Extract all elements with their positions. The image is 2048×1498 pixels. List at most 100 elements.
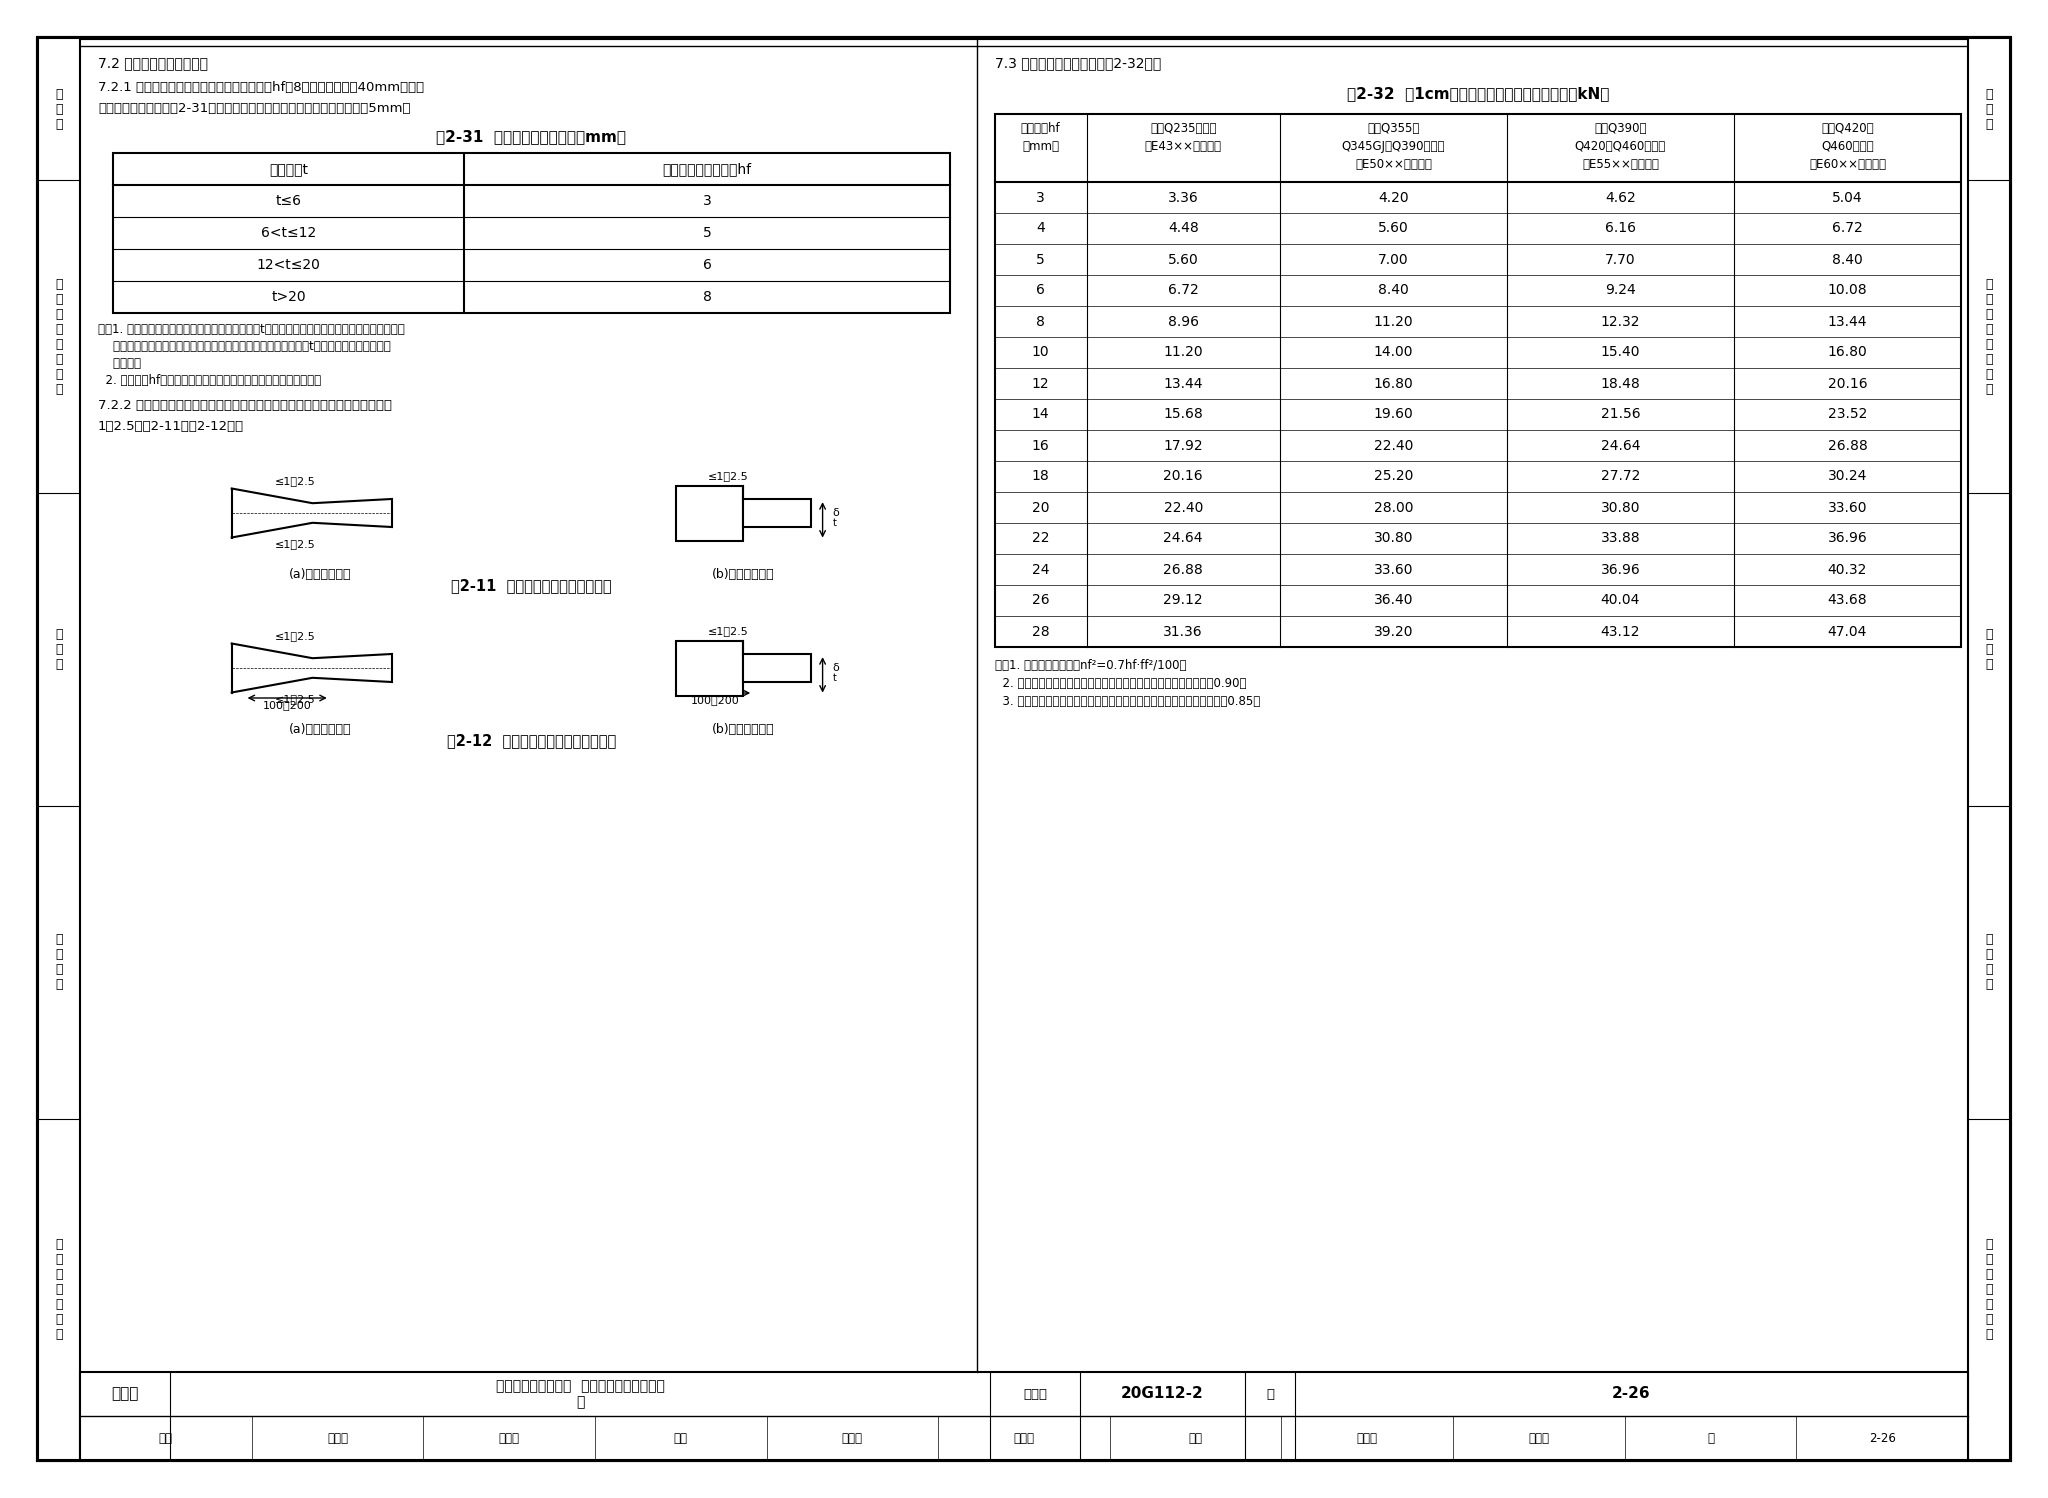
- Text: 17.92: 17.92: [1163, 439, 1202, 452]
- Text: 16.80: 16.80: [1827, 346, 1868, 360]
- Bar: [676, 485, 743, 541]
- Text: 6.72: 6.72: [1833, 222, 1864, 235]
- Text: 26.88: 26.88: [1827, 439, 1868, 452]
- Text: δ: δ: [834, 664, 840, 673]
- Text: 2-26: 2-26: [1868, 1432, 1896, 1444]
- Text: 6.72: 6.72: [1167, 283, 1198, 298]
- Text: （E50××型焊条）: （E50××型焊条）: [1356, 157, 1432, 171]
- Text: 9.24: 9.24: [1606, 283, 1636, 298]
- Text: 19.60: 19.60: [1374, 407, 1413, 421]
- Text: 李秀敏: 李秀敏: [842, 1432, 862, 1444]
- Text: 16.80: 16.80: [1374, 376, 1413, 391]
- Text: 校对: 校对: [674, 1432, 688, 1444]
- Text: 12.32: 12.32: [1602, 315, 1640, 328]
- Text: 3: 3: [702, 195, 711, 208]
- Text: 11.20: 11.20: [1163, 346, 1202, 360]
- Text: 4.62: 4.62: [1606, 190, 1636, 205]
- Text: 6: 6: [1036, 283, 1044, 298]
- Text: 件厚度。: 件厚度。: [98, 357, 141, 370]
- Text: 7.2.2 不同厚度和宽度的材料对接时，应作平缓过渡，其连接处坡度值不宜大于: 7.2.2 不同厚度和宽度的材料对接时，应作平缓过渡，其连接处坡度值不宜大于: [98, 398, 391, 412]
- Text: 100～200: 100～200: [264, 700, 311, 710]
- Text: (b)不同厚度对接: (b)不同厚度对接: [713, 724, 774, 736]
- Text: 贾凤苏: 贾凤苏: [1356, 1432, 1378, 1444]
- Text: 6.16: 6.16: [1606, 222, 1636, 235]
- Text: 4: 4: [1036, 222, 1044, 235]
- Text: (a)不同宽度对接: (a)不同宽度对接: [289, 568, 350, 581]
- Text: 8: 8: [702, 291, 711, 304]
- Text: 组
合
结
构: 组 合 结 构: [1985, 933, 1993, 992]
- Text: 页: 页: [1266, 1387, 1274, 1401]
- Text: ≤1：2.5: ≤1：2.5: [274, 476, 315, 487]
- Text: 24.64: 24.64: [1602, 439, 1640, 452]
- Text: 钢结构: 钢结构: [111, 1387, 139, 1402]
- Text: 焊脚尺寸hf: 焊脚尺寸hf: [1020, 121, 1061, 135]
- Text: （E43××型焊条）: （E43××型焊条）: [1145, 139, 1223, 153]
- Text: 36.40: 36.40: [1374, 593, 1413, 608]
- Text: 21.56: 21.56: [1602, 407, 1640, 421]
- Text: 值: 值: [575, 1395, 584, 1410]
- Text: 27.72: 27.72: [1602, 469, 1640, 484]
- Text: Q420、Q460钢构件: Q420、Q460钢构件: [1575, 139, 1665, 153]
- Text: 23.52: 23.52: [1827, 407, 1868, 421]
- Text: 20G112-2: 20G112-2: [1120, 1387, 1204, 1402]
- Text: 3.36: 3.36: [1167, 190, 1198, 205]
- Text: 43.12: 43.12: [1602, 625, 1640, 638]
- Text: 28: 28: [1032, 625, 1049, 638]
- Text: 审核: 审核: [160, 1432, 172, 1444]
- Text: 100～200: 100～200: [690, 695, 739, 706]
- Text: （mm）: （mm）: [1022, 139, 1059, 153]
- Text: 钢
结
构: 钢 结 构: [1985, 628, 1993, 671]
- Text: 钢
结
构: 钢 结 构: [55, 628, 63, 671]
- Text: 母材厚度t: 母材厚度t: [268, 162, 309, 175]
- Text: 角焊缝最小焊脚尺寸hf: 角焊缝最小焊脚尺寸hf: [664, 162, 752, 175]
- Text: 总
说
明: 总 说 明: [1985, 87, 1993, 130]
- Text: t: t: [834, 673, 836, 683]
- Bar: [676, 641, 743, 695]
- Text: 43.68: 43.68: [1827, 593, 1868, 608]
- Text: 2. 对于施工条件较差的高空安装焊缝，其承载力设计值应乘以系数0.90。: 2. 对于施工条件较差的高空安装焊缝，其承载力设计值应乘以系数0.90。: [995, 677, 1247, 691]
- Text: 24: 24: [1032, 563, 1049, 577]
- Text: 李今弘: 李今弘: [1014, 1432, 1034, 1444]
- Text: （E60××型焊条）: （E60××型焊条）: [1808, 157, 1886, 171]
- Text: 3: 3: [1036, 190, 1044, 205]
- Text: 焊接Q390、: 焊接Q390、: [1593, 121, 1647, 135]
- Text: 13.44: 13.44: [1163, 376, 1202, 391]
- Text: 2. 焊缝尺寸hf不要求超过焊接连接部位中较薄件厚度的情况除外。: 2. 焊缝尺寸hf不要求超过焊接连接部位中较薄件厚度的情况除外。: [98, 374, 322, 386]
- Text: Q345GJ、Q390钢构件: Q345GJ、Q390钢构件: [1341, 139, 1446, 153]
- Text: 5: 5: [702, 226, 711, 240]
- Text: 12: 12: [1032, 376, 1049, 391]
- Text: 5.04: 5.04: [1833, 190, 1864, 205]
- Text: 16: 16: [1032, 439, 1049, 452]
- Text: t≤6: t≤6: [276, 195, 301, 208]
- Text: 25.20: 25.20: [1374, 469, 1413, 484]
- Text: 47.04: 47.04: [1827, 625, 1868, 638]
- Text: Q460钢构件: Q460钢构件: [1821, 139, 1874, 153]
- Text: t: t: [834, 518, 836, 527]
- Text: (b)不同厚度对接: (b)不同厚度对接: [713, 568, 774, 581]
- Text: 消
隔
能
震
减
与
震: 消 隔 能 震 减 与 震: [1985, 1237, 1993, 1341]
- Bar: [1968, 37, 2009, 1461]
- Text: 焊缝；采用预热的非低氢焊接方法或低氢焊接方法进行焊接时，t等于焊接连接部位中较薄: 焊缝；采用预热的非低氢焊接方法或低氢焊接方法进行焊接时，t等于焊接连接部位中较薄: [98, 340, 391, 354]
- Text: 1：2.5（图2-11和图2-12）。: 1：2.5（图2-11和图2-12）。: [98, 419, 244, 433]
- Text: 40.04: 40.04: [1602, 593, 1640, 608]
- Text: 总
说
明: 总 说 明: [55, 87, 63, 130]
- Text: 36.96: 36.96: [1827, 532, 1868, 545]
- Text: 基
结
本
构
数
设
据
计: 基 结 本 构 数 设 据 计: [1985, 277, 1993, 395]
- Text: 注：1. 采用不预热的非低氢焊接方法进行焊接时，t等于焊接连接部位中较厚件厚度，宜采用单道: 注：1. 采用不预热的非低氢焊接方法进行焊接时，t等于焊接连接部位中较厚件厚度，…: [98, 324, 406, 336]
- Text: （E55××型焊条）: （E55××型焊条）: [1581, 157, 1659, 171]
- Text: 8: 8: [1036, 315, 1044, 328]
- Text: 13.44: 13.44: [1827, 315, 1868, 328]
- Text: 18.48: 18.48: [1602, 376, 1640, 391]
- Text: 15.68: 15.68: [1163, 407, 1202, 421]
- Text: 15.40: 15.40: [1602, 346, 1640, 360]
- Bar: [743, 499, 811, 527]
- Text: ≤1：2.5: ≤1：2.5: [709, 472, 748, 481]
- Text: 22.40: 22.40: [1163, 500, 1202, 514]
- Text: 20: 20: [1032, 500, 1049, 514]
- Text: 页: 页: [1708, 1432, 1714, 1444]
- Text: 22.40: 22.40: [1374, 439, 1413, 452]
- Text: 4.48: 4.48: [1167, 222, 1198, 235]
- Text: 表2-31  角焊缝最小焊脚尺寸（mm）: 表2-31 角焊缝最小焊脚尺寸（mm）: [436, 129, 627, 144]
- Text: 7.70: 7.70: [1606, 253, 1636, 267]
- Text: t>20: t>20: [272, 291, 305, 304]
